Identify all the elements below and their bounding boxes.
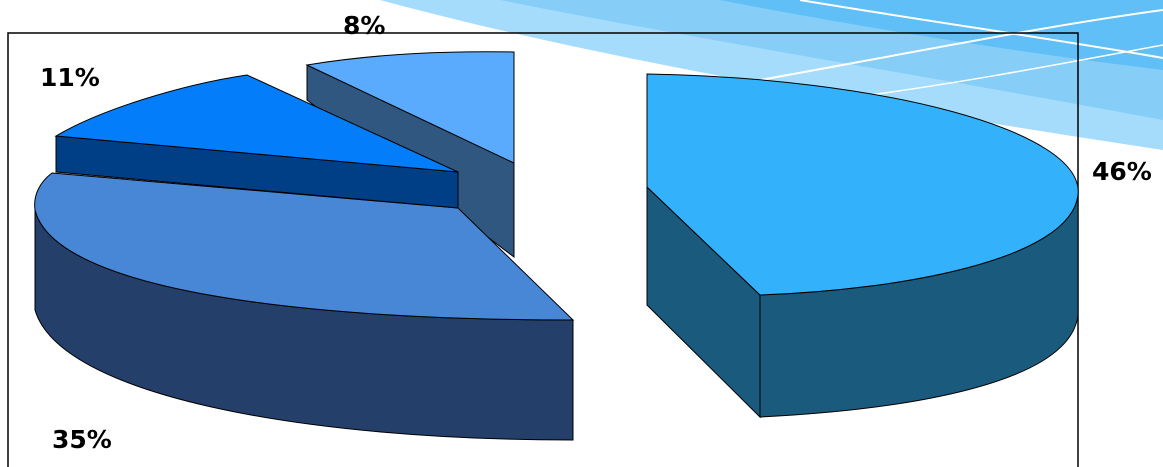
pie-slice-46 <box>646 73 1079 419</box>
pie-slice-11-top <box>54 74 459 173</box>
data-label-11: 11% <box>40 63 100 92</box>
data-label-8: 8% <box>343 11 385 40</box>
pie-slice-8-top <box>305 51 515 164</box>
data-label-46: 46% <box>1092 157 1152 186</box>
background-swoosh-decoration <box>380 0 1163 150</box>
data-label-35: 35% <box>52 425 112 454</box>
pie-slice-46-top <box>646 73 1079 296</box>
pie-slice-35-top <box>34 172 575 321</box>
pie-slice-35 <box>34 172 575 441</box>
pie-slice-11 <box>54 74 459 209</box>
